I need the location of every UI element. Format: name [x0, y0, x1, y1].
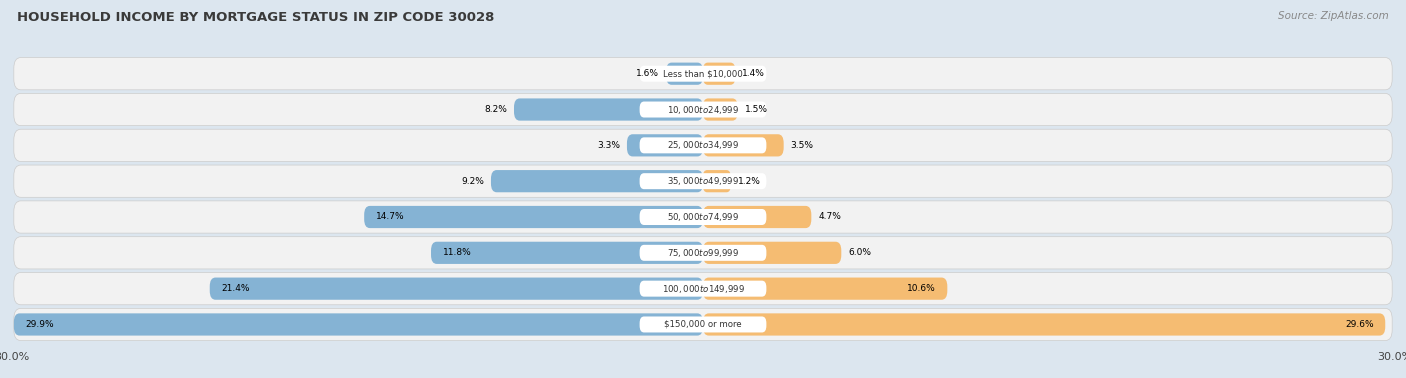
Text: 6.0%: 6.0% [848, 248, 872, 257]
FancyBboxPatch shape [703, 98, 738, 121]
FancyBboxPatch shape [14, 165, 1392, 197]
Text: 14.7%: 14.7% [375, 212, 405, 222]
FancyBboxPatch shape [703, 313, 1385, 336]
Text: 11.8%: 11.8% [443, 248, 471, 257]
FancyBboxPatch shape [432, 242, 703, 264]
Text: 3.5%: 3.5% [790, 141, 814, 150]
FancyBboxPatch shape [640, 280, 766, 297]
FancyBboxPatch shape [666, 63, 703, 85]
FancyBboxPatch shape [640, 173, 766, 189]
Text: $35,000 to $49,999: $35,000 to $49,999 [666, 175, 740, 187]
Text: HOUSEHOLD INCOME BY MORTGAGE STATUS IN ZIP CODE 30028: HOUSEHOLD INCOME BY MORTGAGE STATUS IN Z… [17, 11, 495, 24]
FancyBboxPatch shape [703, 206, 811, 228]
FancyBboxPatch shape [640, 66, 766, 82]
Text: 1.2%: 1.2% [738, 177, 761, 186]
Text: $100,000 to $149,999: $100,000 to $149,999 [661, 283, 745, 294]
FancyBboxPatch shape [364, 206, 703, 228]
Text: 1.4%: 1.4% [742, 69, 765, 78]
FancyBboxPatch shape [14, 57, 1392, 90]
FancyBboxPatch shape [640, 137, 766, 153]
Text: 10.6%: 10.6% [907, 284, 936, 293]
Text: $150,000 or more: $150,000 or more [664, 320, 742, 329]
FancyBboxPatch shape [640, 316, 766, 333]
FancyBboxPatch shape [640, 102, 766, 118]
FancyBboxPatch shape [14, 273, 1392, 305]
FancyBboxPatch shape [640, 209, 766, 225]
FancyBboxPatch shape [14, 201, 1392, 233]
FancyBboxPatch shape [14, 237, 1392, 269]
FancyBboxPatch shape [703, 242, 841, 264]
Text: 29.6%: 29.6% [1346, 320, 1374, 329]
FancyBboxPatch shape [627, 134, 703, 156]
Text: 9.2%: 9.2% [461, 177, 484, 186]
FancyBboxPatch shape [703, 277, 948, 300]
Text: 1.5%: 1.5% [745, 105, 768, 114]
FancyBboxPatch shape [640, 245, 766, 261]
Text: $75,000 to $99,999: $75,000 to $99,999 [666, 247, 740, 259]
Text: 21.4%: 21.4% [221, 284, 250, 293]
FancyBboxPatch shape [515, 98, 703, 121]
FancyBboxPatch shape [14, 313, 703, 336]
Text: $10,000 to $24,999: $10,000 to $24,999 [666, 104, 740, 116]
FancyBboxPatch shape [703, 63, 735, 85]
FancyBboxPatch shape [209, 277, 703, 300]
Text: Source: ZipAtlas.com: Source: ZipAtlas.com [1278, 11, 1389, 21]
FancyBboxPatch shape [14, 93, 1392, 125]
FancyBboxPatch shape [703, 170, 731, 192]
Text: 4.7%: 4.7% [818, 212, 841, 222]
Text: 3.3%: 3.3% [598, 141, 620, 150]
Text: 8.2%: 8.2% [484, 105, 508, 114]
Text: 1.6%: 1.6% [636, 69, 659, 78]
Text: 29.9%: 29.9% [25, 320, 53, 329]
Text: $25,000 to $34,999: $25,000 to $34,999 [666, 139, 740, 151]
FancyBboxPatch shape [14, 308, 1392, 341]
Text: Less than $10,000: Less than $10,000 [664, 69, 742, 78]
FancyBboxPatch shape [14, 129, 1392, 161]
FancyBboxPatch shape [703, 134, 783, 156]
FancyBboxPatch shape [491, 170, 703, 192]
Text: $50,000 to $74,999: $50,000 to $74,999 [666, 211, 740, 223]
